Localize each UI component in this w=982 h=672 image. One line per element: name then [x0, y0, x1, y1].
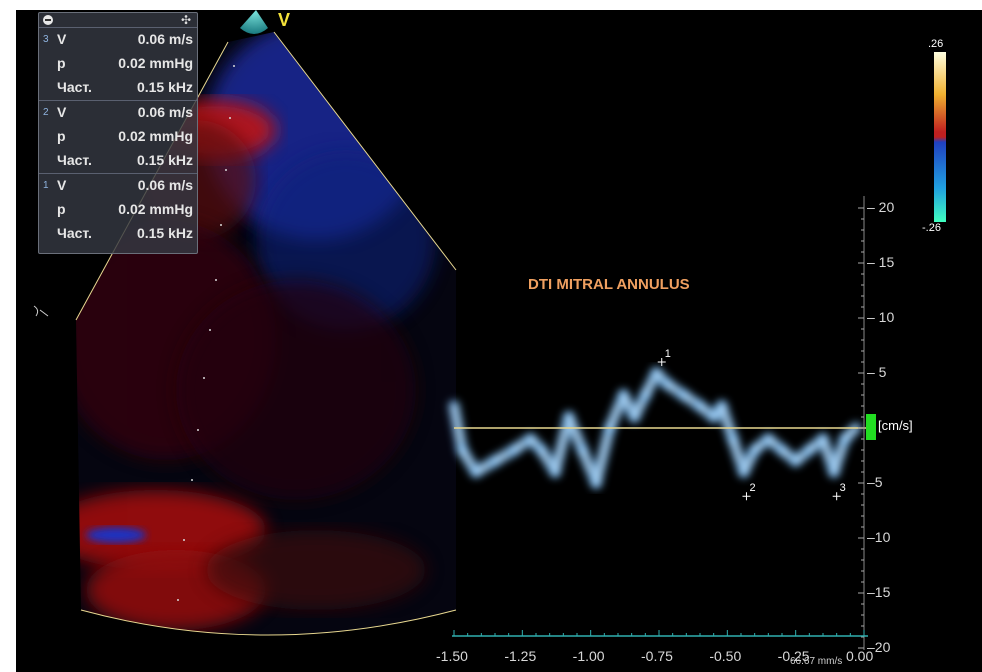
measurement-row: Част. 0.15 kHz: [39, 76, 197, 100]
measurement-index: 2: [43, 107, 49, 118]
measurement-row: p 0.02 mmHg: [39, 198, 197, 222]
x-tick-label: -0.50: [709, 648, 742, 664]
chart-title: DTI MITRAL ANNULUS: [528, 276, 690, 293]
x-tick-label: -1.00: [572, 648, 605, 664]
measurement-row: 2 V 0.06 m/s: [39, 101, 197, 125]
move-icon[interactable]: ✣: [180, 13, 191, 27]
x-tick-label: -0.75: [641, 648, 673, 664]
measurement-group: 2 V 0.06 m/s p 0.02 mmHg Част. 0.15 kHz: [39, 100, 197, 173]
y-tick-label: –10: [867, 529, 891, 545]
y-tick-label: –15: [867, 584, 891, 600]
measurement-value: 0.02 mmHg: [118, 201, 193, 217]
measurement-row: 3 V 0.06 m/s: [39, 28, 197, 52]
measurement-label: p: [57, 128, 66, 144]
measurement-label: Част.: [57, 152, 92, 168]
y-tick-label: – 20: [867, 199, 895, 215]
measurement-cursor[interactable]: [832, 492, 841, 501]
ultrasound-canvas: [33, 10, 946, 650]
measurement-group: 1 V 0.06 m/s p 0.02 mmHg Част. 0.15 kHz: [39, 173, 197, 246]
collapse-icon[interactable]: [43, 15, 53, 25]
x-tick-label: -1.25: [504, 648, 537, 664]
measurement-value: 0.06 m/s: [137, 104, 193, 120]
probe-orientation-label: V: [278, 10, 291, 30]
measurement-label: Част.: [57, 225, 92, 241]
measurement-label: V: [57, 31, 67, 47]
ultrasound-screen: ✣ 3 V 0.06 m/s p 0.02 mmHg Част. 0.15 kHz 2 V 0.0…: [16, 10, 982, 672]
measurement-label: p: [57, 201, 66, 217]
measurement-value: 0.15 kHz: [136, 79, 193, 95]
measurement-cursor-label: 2: [749, 482, 756, 495]
measurement-cursor[interactable]: [657, 358, 666, 366]
measurement-group: 3 V 0.06 m/s p 0.02 mmHg Част. 0.15 kHz: [39, 27, 197, 100]
y-tick-label: –20: [867, 639, 891, 655]
measurement-label: Част.: [57, 79, 92, 95]
measurement-row: Част. 0.15 kHz: [39, 149, 197, 173]
panel-header: ✣: [39, 13, 197, 27]
measurement-value: 0.02 mmHg: [118, 128, 193, 144]
measurement-cursor-label: 3: [839, 482, 846, 495]
x-tick-label: -0.25: [777, 648, 810, 664]
color-scale-min: -.26: [922, 222, 941, 234]
measurement-cursor[interactable]: [742, 492, 751, 501]
measurement-value: 0.06 m/s: [137, 177, 193, 193]
measurement-value: 0.15 kHz: [136, 152, 193, 168]
measurement-cursor-label: 1: [664, 348, 671, 360]
measurement-value: 0.02 mmHg: [118, 55, 193, 71]
sweep-speed-label: 66.67 mm/s: [790, 656, 843, 667]
x-tick-label: -1.50: [436, 648, 468, 664]
y-tick-label: –5: [867, 474, 883, 490]
measurement-row: 1 V 0.06 m/s: [39, 174, 197, 198]
measurement-label: p: [57, 55, 66, 71]
measurement-label: V: [57, 177, 67, 193]
measurement-panel[interactable]: ✣ 3 V 0.06 m/s p 0.02 mmHg Част. 0.15 kHz 2 V 0.0…: [38, 12, 198, 254]
y-tick-label: – 5: [867, 364, 887, 380]
color-scale-max: .26: [928, 38, 944, 50]
velocity-unit-label: [cm/s]: [878, 418, 913, 433]
measurement-value: 0.15 kHz: [136, 225, 193, 241]
measurement-value: 0.06 m/s: [137, 31, 193, 47]
tissue-doppler-trace: [448, 367, 862, 489]
y-tick-label: – 10: [867, 309, 895, 325]
probe-apex: [240, 10, 268, 34]
measurement-row: p 0.02 mmHg: [39, 125, 197, 149]
measurement-index: 3: [43, 34, 49, 45]
measurement-row: Част. 0.15 kHz: [39, 222, 197, 246]
velocity-color-scale: [934, 52, 946, 222]
measurement-index: 1: [43, 180, 49, 191]
y-tick-label: – 15: [867, 254, 895, 270]
measurement-row: p 0.02 mmHg: [39, 52, 197, 76]
x-tick-label: 0.00: [846, 648, 874, 664]
measurement-label: V: [57, 104, 67, 120]
baseline-handle[interactable]: [866, 414, 876, 440]
